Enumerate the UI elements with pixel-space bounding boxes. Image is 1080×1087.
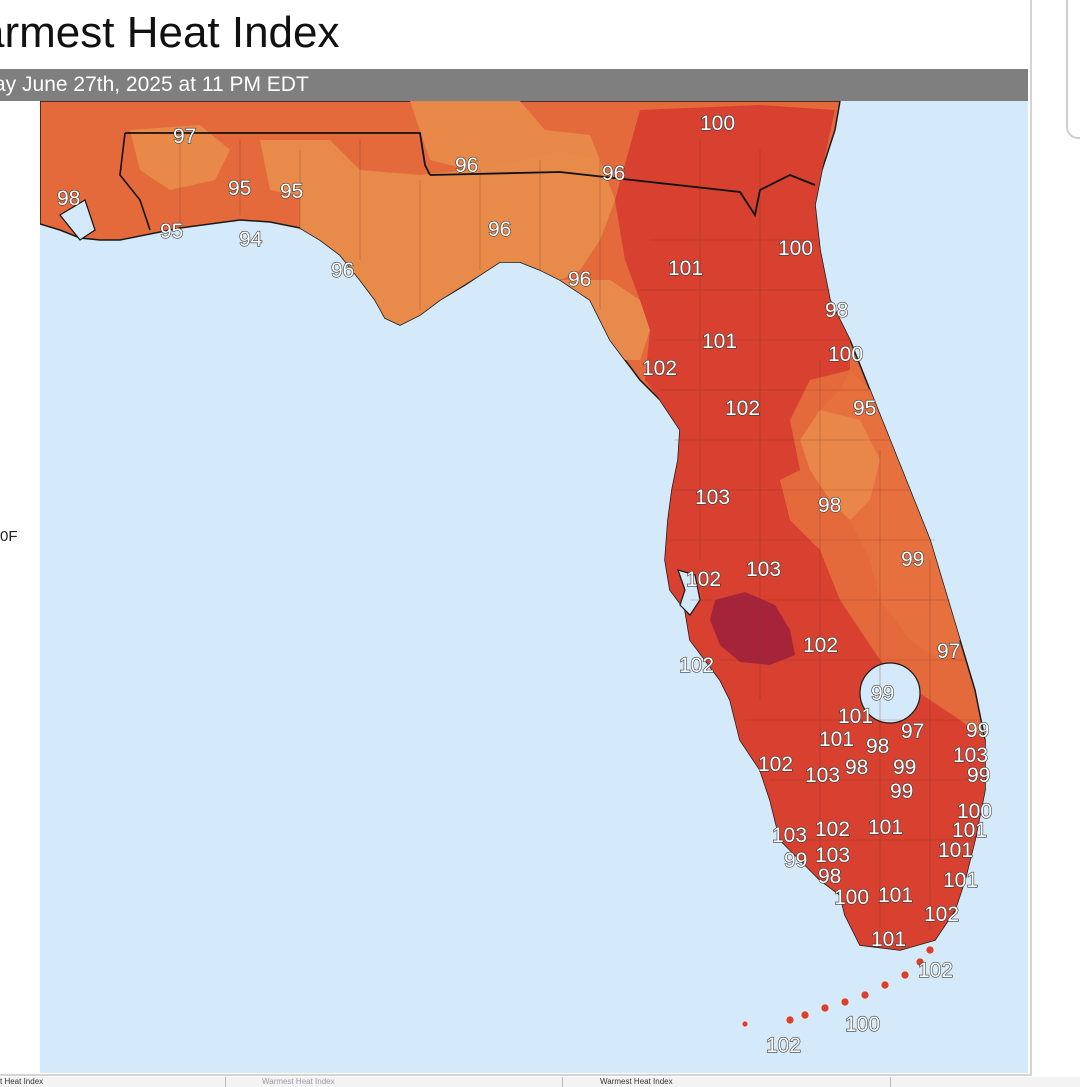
map-label: 95	[228, 177, 251, 200]
map-label: 102	[924, 903, 959, 926]
map-label: 99	[890, 780, 913, 803]
map-label: 102	[642, 357, 677, 380]
map-label: 96	[488, 218, 511, 241]
value-labels: 97 100 98 95 95 96 96 95 94 96 96 100 10…	[56, 111, 992, 1057]
map-label: 94	[239, 228, 263, 251]
map-label: 99	[893, 756, 916, 779]
map-label: 101	[938, 839, 973, 862]
page-title: armest Heat Index	[0, 8, 340, 57]
map-label: 98	[57, 187, 80, 210]
tab-heat-index-1[interactable]: t Heat Index	[0, 1077, 226, 1087]
legend-fragment: 0F	[0, 528, 18, 545]
map-label: 103	[746, 558, 781, 581]
map-label: 101	[838, 705, 873, 728]
map-label: 103	[805, 764, 840, 787]
zone-hottest-tampa	[710, 592, 795, 665]
map-label: 99	[871, 682, 894, 705]
map-label: 100	[700, 112, 735, 135]
map-label: 103	[815, 844, 850, 867]
map-label: 101	[702, 330, 737, 353]
map-label: 96	[331, 259, 354, 282]
map-label: 98	[845, 756, 868, 779]
map-label: 97	[173, 125, 196, 148]
map-label: 101	[819, 728, 854, 751]
lake-okeechobee	[859, 662, 921, 724]
map-label: 98	[866, 735, 889, 758]
map-label: 102	[803, 634, 838, 657]
tab-heat-index-3[interactable]: Warmest Heat Index	[600, 1077, 891, 1087]
bottom-tab-strip: t Heat Index Warmest Heat Index Warmest …	[0, 1077, 1080, 1087]
valid-time-bar: ay June 27th, 2025 at 11 PM EDT	[0, 69, 1028, 101]
map-label: 102	[679, 654, 714, 677]
zone-cooler-north	[410, 101, 600, 170]
map-label: 99	[966, 719, 989, 742]
state-line-al-west	[119, 132, 151, 231]
tab-heat-index-2[interactable]: Warmest Heat Index	[262, 1077, 563, 1087]
map-label: 96	[602, 162, 625, 185]
map-label: 99	[784, 849, 807, 872]
map-label: 101	[668, 257, 703, 280]
zone-cooler-westcoast	[560, 280, 650, 360]
map-label: 95	[160, 220, 183, 243]
map-label: 102	[725, 397, 760, 420]
map-label: 101	[952, 819, 987, 842]
map-label: 102	[815, 818, 850, 841]
map-label: 102	[918, 959, 953, 982]
map-frame	[0, 0, 1032, 1076]
map-label: 101	[878, 884, 913, 907]
map-label: 100	[957, 800, 992, 823]
map-label: 101	[871, 928, 906, 951]
map-label: 98	[818, 494, 841, 517]
map-svg: 97 100 98 95 95 96 96 95 94 96 96 100 10…	[40, 101, 1028, 1073]
map-label: 96	[455, 154, 478, 177]
map-label: 95	[280, 180, 303, 203]
heat-index-map[interactable]: 97 100 98 95 95 96 96 95 94 96 96 100 10…	[40, 101, 1028, 1073]
map-label: 100	[845, 1013, 880, 1036]
pensacola-bay	[59, 199, 96, 241]
state-line-fl-al	[125, 132, 431, 176]
map-label: 99	[967, 764, 990, 787]
map-label: 99	[901, 548, 924, 571]
state-line-fl-ga	[429, 171, 816, 218]
map-label: 95	[853, 397, 876, 420]
map-label: 96	[568, 268, 591, 291]
tampa-bay	[677, 569, 701, 616]
map-label: 103	[772, 824, 807, 847]
map-label: 101	[868, 816, 903, 839]
map-label: 102	[766, 1034, 801, 1057]
map-label: 100	[778, 237, 813, 260]
florida-keys	[741, 945, 935, 1028]
zone-cooler-panhandle	[260, 140, 615, 325]
county-lines	[179, 130, 985, 940]
map-label: 103	[953, 744, 988, 767]
zone-hot-interior	[615, 105, 985, 950]
map-label: 97	[901, 720, 924, 743]
map-label: 100	[828, 343, 863, 366]
map-label: 103	[695, 486, 730, 509]
map-label: 98	[825, 299, 848, 322]
side-panel-card[interactable]	[1066, 0, 1080, 139]
map-label: 98	[818, 865, 841, 888]
map-label: 100	[834, 886, 869, 909]
map-label: 102	[686, 568, 721, 591]
map-label: 101	[943, 869, 978, 892]
valid-time-text: ay June 27th, 2025 at 11 PM EDT	[0, 73, 309, 96]
map-label: 97	[937, 640, 960, 663]
map-label: 102	[758, 753, 793, 776]
